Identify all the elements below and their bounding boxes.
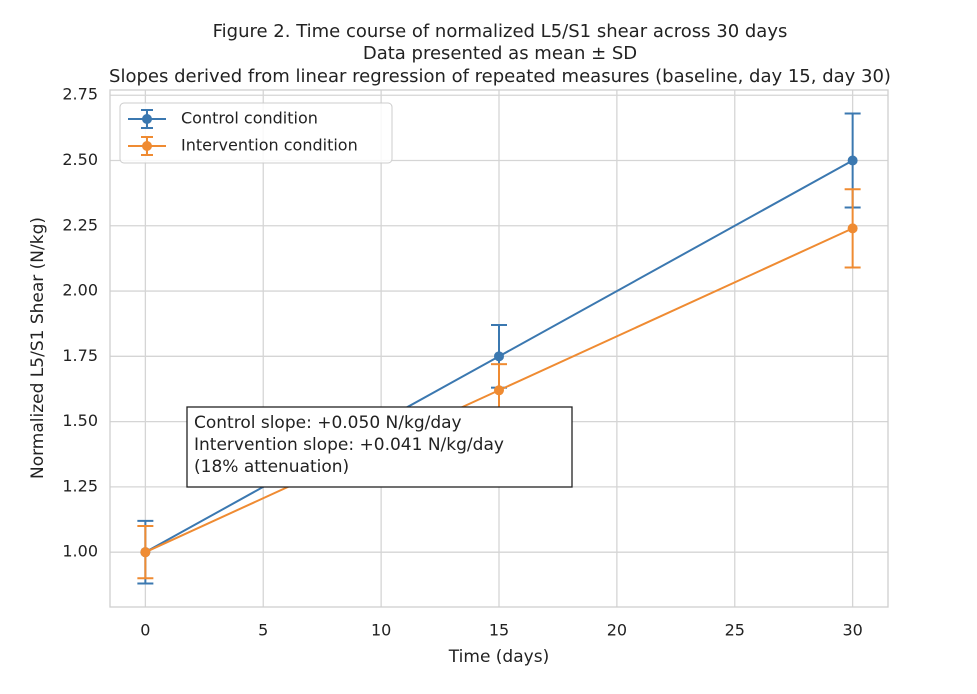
legend-marker [142,141,152,151]
legend-label: Control condition [181,109,318,128]
annotation: Control slope: +0.050 N/kg/dayInterventi… [186,406,573,488]
legend-label: Intervention condition [181,136,358,155]
y-tick-label: 1.25 [62,476,98,495]
annotation-box [186,406,573,488]
legend: Control condition Intervention condition [119,102,393,164]
y-tick-label: 2.50 [62,150,98,169]
x-tick-label: 25 [725,621,745,640]
x-tick-label: 20 [607,621,627,640]
y-tick-label: 2.75 [62,85,98,104]
chart-title: Figure 2. Time course of normalized L5/S… [213,21,788,42]
plot-frame [109,89,889,608]
x-tick-label: 30 [842,621,862,640]
x-tick-label: 15 [489,621,509,640]
data-point [494,385,504,396]
chart-subtitle: Slopes derived from linear regression of… [109,66,891,87]
legend-marker [142,114,152,124]
chart-subtitle: Data presented as mean ± SD [363,43,637,64]
x-tick-label: 5 [258,621,268,640]
y-axis-label: Normalized L5/S1 Shear (N/kg) [28,217,48,479]
y-tick-label: 1.75 [62,346,98,365]
data-point [847,155,858,166]
y-tick-label: 1.00 [62,542,98,561]
annotation-text: Control slope: +0.050 N/kg/day [194,413,462,433]
x-tick-label: 10 [371,621,391,640]
annotation-text: (18% attenuation) [194,457,349,477]
x-tick-label: 0 [140,621,150,640]
annotation-text: Intervention slope: +0.041 N/kg/day [194,435,504,455]
y-tick-label: 2.25 [62,215,98,234]
data-point [494,351,504,362]
legend-box [119,102,393,164]
y-tick-label: 2.00 [62,281,98,300]
data-point [140,547,151,558]
data-point [847,223,858,234]
y-tick-label: 1.50 [62,411,98,430]
x-axis-label: Time (days) [448,647,549,667]
